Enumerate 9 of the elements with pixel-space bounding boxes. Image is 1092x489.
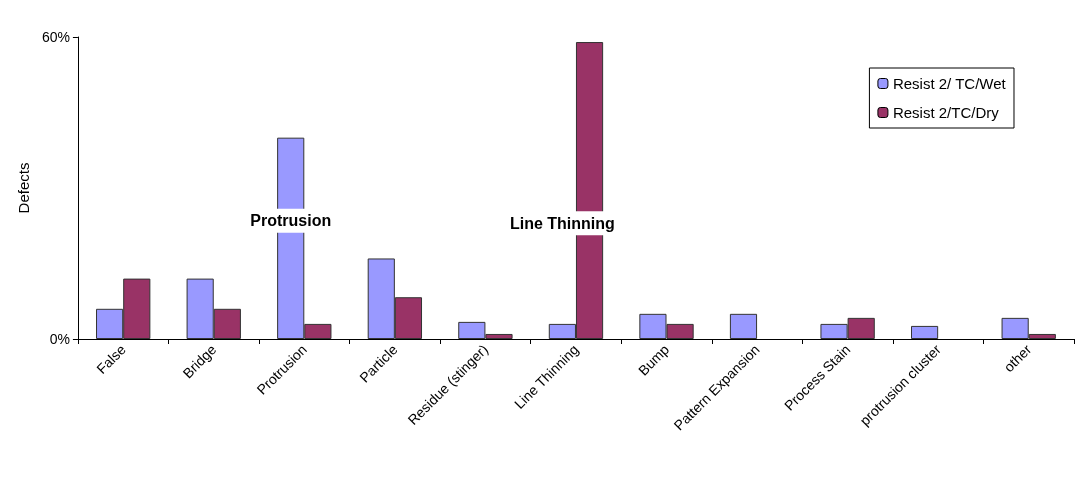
y-tick-label: 60% bbox=[41, 29, 70, 45]
annotation: Line Thinning bbox=[509, 214, 615, 232]
legend-label: Resist 2/ TC/Wet bbox=[892, 75, 1007, 92]
y-axis-title: Defects bbox=[15, 162, 32, 214]
bar bbox=[729, 313, 758, 339]
annotation: Protrusion bbox=[250, 212, 332, 230]
y-tick-label: 0% bbox=[49, 331, 70, 347]
legend-label: Resist 2/TC/Dry bbox=[892, 104, 1000, 121]
bar bbox=[911, 325, 939, 339]
